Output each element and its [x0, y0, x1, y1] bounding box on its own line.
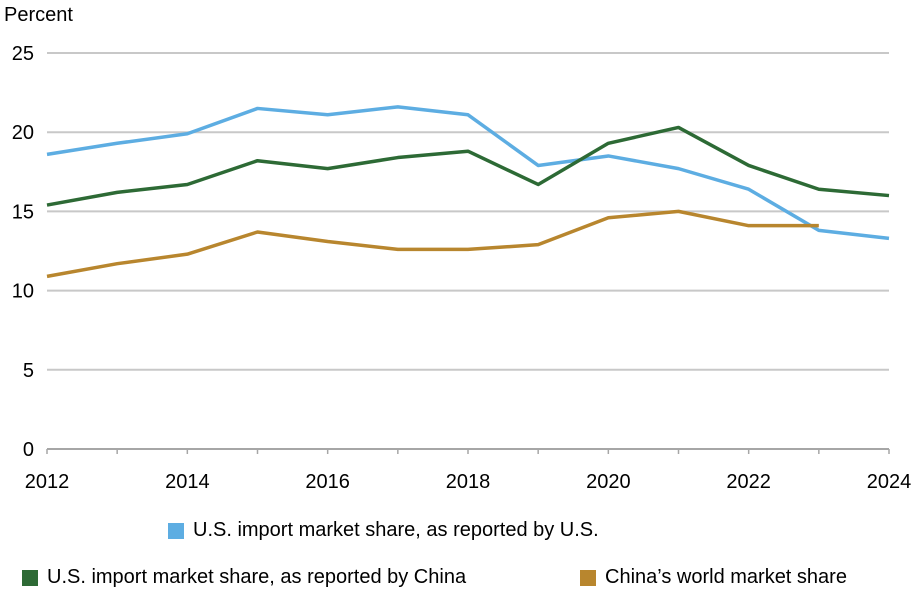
x-tick-label: 2024	[867, 471, 912, 493]
series-line-2	[46, 209, 819, 279]
legend-item-china-world: China’s world market share	[580, 566, 847, 589]
legend-item-us-reported: U.S. import market share, as reported by…	[168, 519, 599, 542]
x-tick-label: 2018	[446, 471, 491, 493]
legend-item-china-reported: U.S. import market share, as reported by…	[22, 566, 466, 589]
x-tick-label: 2022	[726, 471, 771, 493]
y-tick-label: 25	[12, 43, 34, 65]
y-tick-label: 10	[12, 281, 34, 303]
x-tick-label: 2014	[165, 471, 210, 493]
legend-label: China’s world market share	[605, 566, 847, 588]
x-tick-label: 2012	[25, 471, 70, 493]
series-line-1	[46, 125, 890, 207]
y-axis-label: Percent	[4, 4, 73, 26]
y-tick-label: 0	[23, 439, 34, 461]
y-tick-label: 20	[12, 122, 34, 144]
x-tick-label: 2020	[586, 471, 631, 493]
legend-label: U.S. import market share, as reported by…	[193, 519, 599, 541]
y-tick-label: 15	[12, 201, 34, 223]
legend-swatch	[22, 569, 38, 586]
x-tick-label: 2016	[305, 471, 350, 493]
legend-label: U.S. import market share, as reported by…	[47, 566, 467, 588]
series-line-0	[46, 105, 890, 241]
y-tick-label: 5	[23, 360, 34, 382]
legend-swatch	[580, 569, 596, 586]
legend-swatch	[168, 522, 184, 539]
